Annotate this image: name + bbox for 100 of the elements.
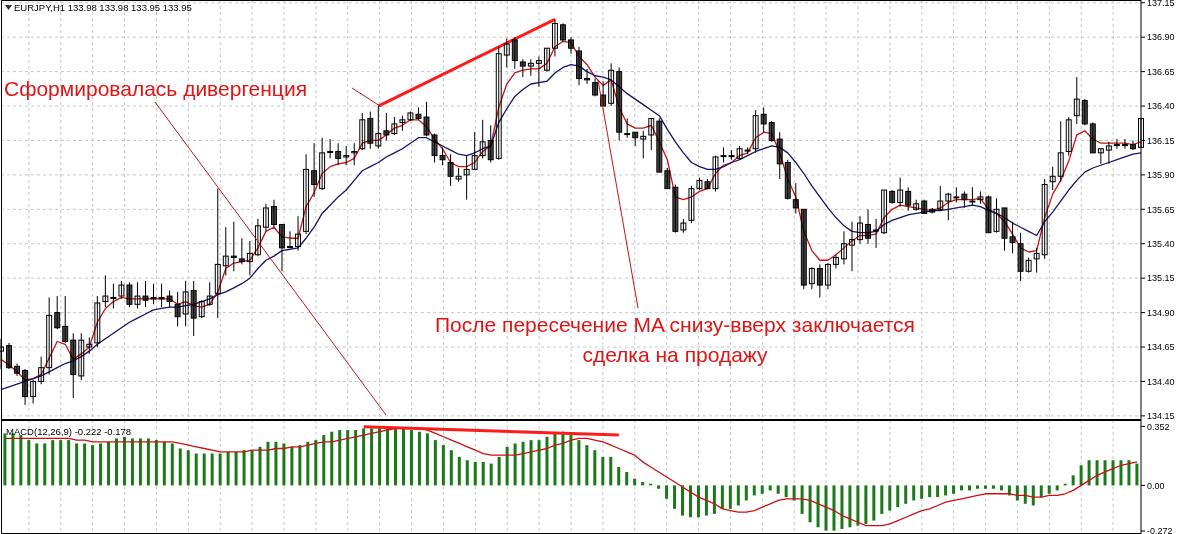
bar — [720, 485, 724, 509]
y-tick-label: 137.15 — [1147, 0, 1175, 8]
bar — [1103, 460, 1107, 486]
bar — [1071, 475, 1075, 486]
candlestick — [246, 240, 253, 276]
candlestick — [182, 280, 189, 327]
bar — [409, 430, 413, 486]
bar — [920, 485, 924, 499]
bar — [553, 433, 557, 486]
candlestick — [335, 142, 342, 166]
y-tick-label: 134.65 — [1147, 342, 1175, 353]
candlestick — [1081, 98, 1088, 126]
bar — [378, 428, 382, 486]
candlestick — [1073, 76, 1080, 125]
bar — [1055, 485, 1059, 491]
candlestick — [463, 155, 470, 201]
bar — [936, 485, 940, 498]
bar — [306, 441, 310, 486]
candlestick — [94, 295, 101, 348]
bar — [1111, 460, 1115, 486]
candlestick — [222, 226, 229, 276]
candlestick — [30, 379, 37, 404]
bar — [617, 466, 621, 486]
bar — [481, 461, 485, 486]
bar — [776, 485, 780, 494]
candlestick — [881, 189, 888, 235]
bar — [752, 485, 756, 496]
candlestick — [351, 142, 358, 166]
annotation: После пересечение MA снизу-вверх заключается сделка на продажу — [434, 312, 916, 368]
bar — [226, 451, 230, 486]
bar — [258, 446, 262, 486]
bar — [521, 441, 525, 486]
y-tick-label: 136.65 — [1147, 66, 1175, 77]
candlestick — [46, 296, 53, 376]
candlestick — [327, 138, 334, 159]
bar — [872, 485, 876, 521]
y-tick-label: 0.00 — [1147, 480, 1165, 491]
candlestick — [584, 68, 591, 85]
bar — [354, 430, 358, 486]
bar — [609, 456, 613, 486]
bar — [816, 485, 820, 528]
bar — [194, 453, 198, 486]
bar — [904, 485, 908, 504]
bar — [401, 428, 405, 486]
candlestick — [110, 283, 117, 309]
bar — [266, 441, 270, 486]
bar — [146, 438, 150, 486]
candlestick — [551, 18, 558, 57]
candlestick — [792, 182, 799, 214]
bar — [290, 446, 294, 486]
bar — [282, 443, 286, 486]
bar — [864, 485, 868, 524]
bar — [912, 485, 916, 501]
candlestick — [543, 47, 550, 73]
bar — [975, 485, 979, 489]
candlestick — [495, 46, 502, 161]
candlestick — [230, 221, 237, 272]
bar — [1039, 485, 1043, 498]
bar — [665, 485, 669, 499]
bar — [75, 443, 79, 486]
bar — [848, 485, 852, 528]
bar — [138, 438, 142, 486]
bar — [362, 428, 366, 486]
bar — [641, 482, 645, 486]
candlestick — [279, 223, 285, 272]
bar — [274, 441, 278, 486]
bar — [433, 440, 437, 486]
bar — [625, 471, 629, 486]
y-tick-label: 136.40 — [1147, 101, 1175, 112]
bar — [1023, 485, 1027, 504]
candlestick — [78, 332, 85, 381]
bar — [1047, 485, 1051, 494]
bar — [91, 445, 95, 486]
bar — [51, 440, 55, 486]
candlestick — [174, 291, 181, 327]
bar — [593, 450, 597, 486]
candlestick — [319, 137, 326, 191]
bar — [928, 485, 932, 498]
candlestick — [832, 254, 839, 270]
candlestick — [62, 295, 69, 344]
bar — [330, 431, 334, 486]
bar — [800, 485, 804, 514]
bar — [601, 456, 605, 486]
bar — [170, 443, 174, 486]
bar — [569, 435, 573, 486]
bar — [1135, 463, 1139, 486]
bar — [768, 485, 772, 491]
candlestick — [1130, 139, 1136, 151]
bar — [832, 485, 836, 531]
bar — [952, 485, 956, 494]
bar — [473, 461, 477, 486]
bar — [99, 443, 103, 486]
bar — [944, 485, 948, 496]
bar — [154, 440, 158, 486]
candlestick — [303, 153, 310, 235]
chart-title: EURJPY,H1 133.98 133.98 133.95 133.95 — [14, 2, 192, 13]
bar — [441, 445, 445, 486]
candlestick — [1113, 138, 1120, 150]
bar — [449, 450, 453, 486]
candlestick — [648, 117, 655, 151]
